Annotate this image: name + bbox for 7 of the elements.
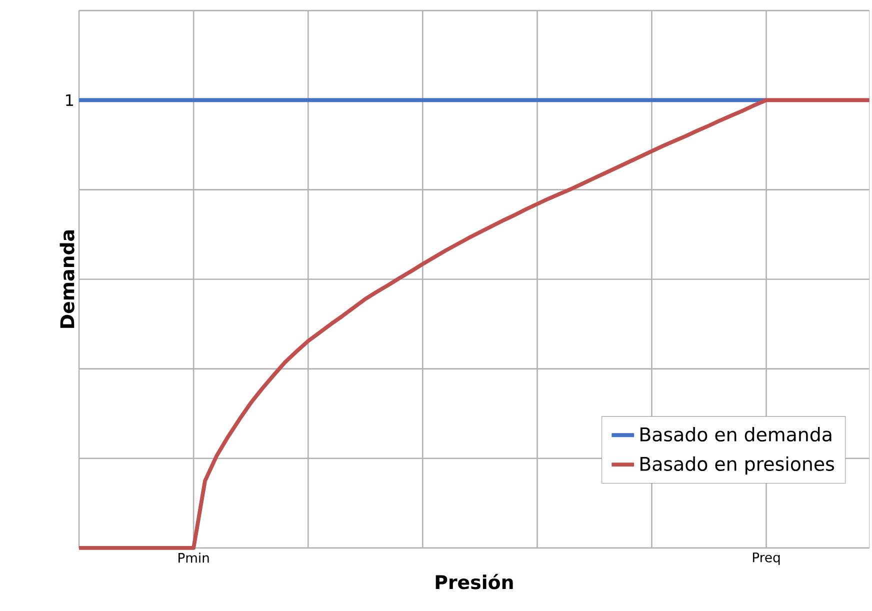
text: 1 — [66, 94, 73, 106]
x-axis-title: Presión — [436, 574, 513, 590]
y-axis-title: Demanda — [60, 230, 74, 328]
legend-label: Basado en presiones — [640, 456, 834, 475]
x-tick-label: Preq — [752, 552, 780, 565]
x-tick-label: Pmin — [178, 552, 209, 562]
legend-label: Basado en demanda — [640, 426, 832, 442]
